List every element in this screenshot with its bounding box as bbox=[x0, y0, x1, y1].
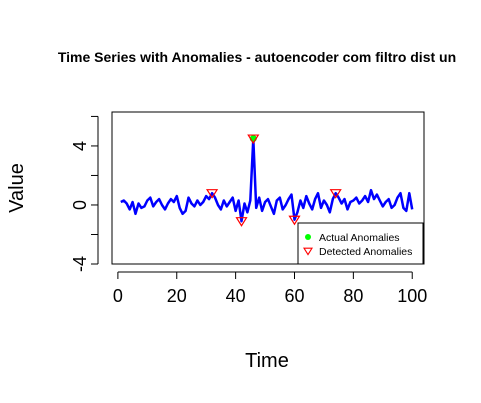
x-tick-label: 80 bbox=[343, 286, 363, 306]
detected-anomaly-point bbox=[288, 215, 301, 226]
detected-anomaly-point bbox=[205, 189, 219, 199]
x-axis-label: Time bbox=[245, 350, 289, 372]
x-tick-label: 60 bbox=[284, 286, 304, 306]
series-line-0 bbox=[120, 137, 414, 223]
detected-anomaly-point bbox=[247, 134, 260, 145]
y-tick-label: 0 bbox=[70, 200, 90, 210]
legend-box bbox=[297, 222, 424, 265]
plot-area: 0 20 40 60 80 100 -4 0 4 bbox=[70, 111, 427, 306]
y-tick-label: -4 bbox=[70, 256, 90, 272]
legend-detected-label: Detected Anomalies bbox=[319, 246, 412, 258]
legend-actual-label: Actual Anomalies bbox=[319, 232, 400, 244]
legend-detected-marker bbox=[303, 247, 313, 256]
x-tick-label: 0 bbox=[113, 286, 123, 306]
y-axis-label: Value bbox=[6, 163, 28, 213]
x-tick-label: 100 bbox=[397, 286, 427, 306]
detected-anomaly-point bbox=[235, 217, 248, 227]
chart-title: Time Series with Anomalies - autoencoder… bbox=[58, 49, 456, 65]
y-tick-label: 4 bbox=[70, 141, 90, 151]
plot-border bbox=[111, 111, 425, 265]
legend: Actual Anomalies Detected Anomalies bbox=[297, 222, 424, 265]
legend-actual-marker bbox=[305, 234, 311, 240]
x-tick-label: 40 bbox=[226, 286, 246, 306]
x-tick-label: 20 bbox=[167, 286, 187, 306]
detected-anomaly-point bbox=[329, 189, 342, 199]
